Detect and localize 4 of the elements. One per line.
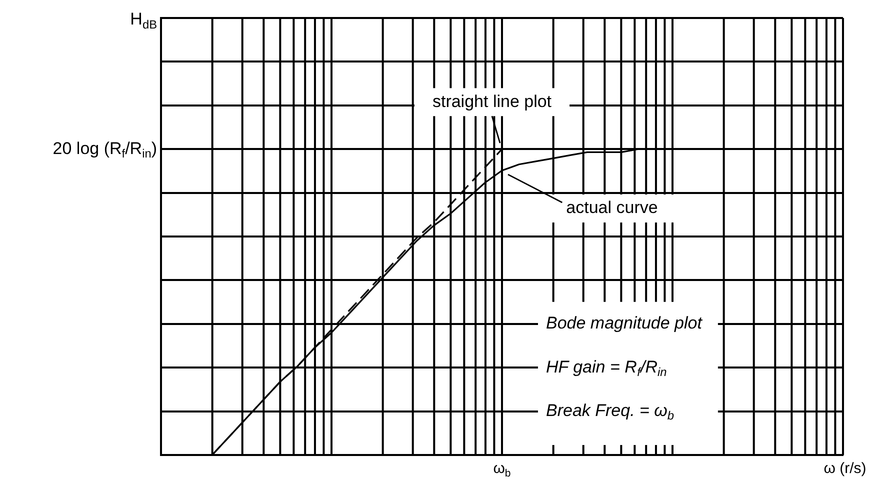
text: actual curve <box>566 198 658 218</box>
x-axis-title: ω (r/s) <box>824 460 866 478</box>
text: straight line plot <box>432 92 552 111</box>
annotation: Bode magnitude plot <box>546 314 704 333</box>
